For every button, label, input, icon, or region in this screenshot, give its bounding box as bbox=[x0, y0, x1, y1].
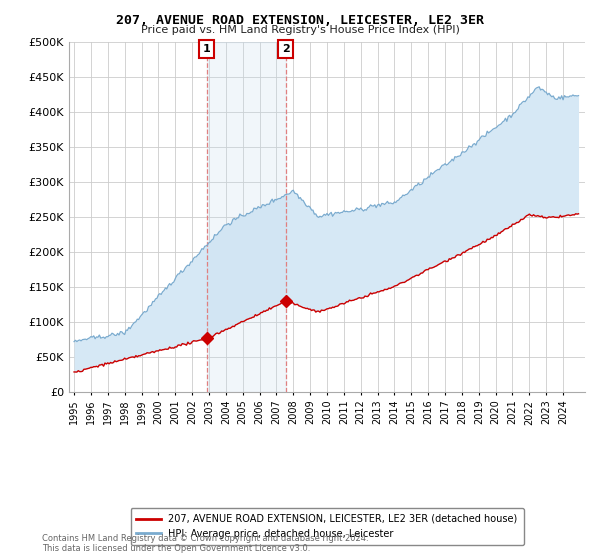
Text: 207, AVENUE ROAD EXTENSION, LEICESTER, LE2 3ER: 207, AVENUE ROAD EXTENSION, LEICESTER, L… bbox=[116, 14, 484, 27]
Bar bbox=[206, 42, 286, 392]
Legend: 207, AVENUE ROAD EXTENSION, LEICESTER, LE2 3ER (detached house), HPI: Average pr: 207, AVENUE ROAD EXTENSION, LEICESTER, L… bbox=[131, 508, 523, 545]
Text: 1: 1 bbox=[203, 44, 211, 54]
Text: Contains HM Land Registry data © Crown copyright and database right 2024.
This d: Contains HM Land Registry data © Crown c… bbox=[42, 534, 368, 553]
Text: Price paid vs. HM Land Registry's House Price Index (HPI): Price paid vs. HM Land Registry's House … bbox=[140, 25, 460, 35]
Text: 2: 2 bbox=[281, 44, 289, 54]
